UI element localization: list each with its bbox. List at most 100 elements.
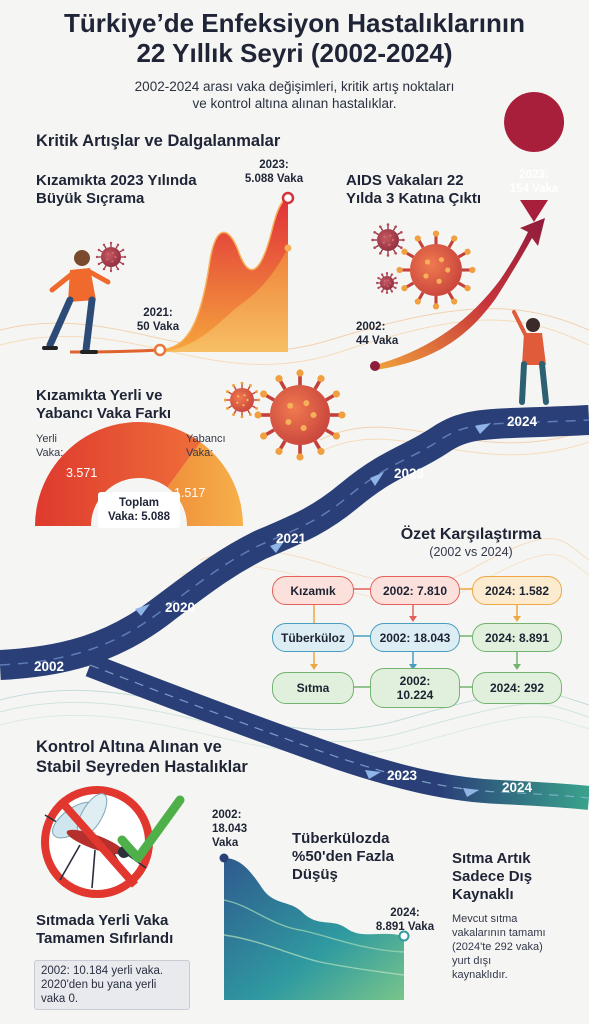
title-line-2: 22 Yıllık Seyri (2002-2024): [136, 38, 453, 68]
measles-peak-value: 5.088 Vaka: [244, 173, 304, 185]
aids-end-value: 154 Vaka: [509, 183, 559, 195]
domestic-value: 3.571: [66, 466, 98, 480]
domestic-label-line-1: Yerli: [36, 433, 57, 445]
foreign-source-body-line-4: yurt dışı: [452, 955, 492, 967]
tb-title-line-1: Tüberkülozda: [292, 830, 390, 847]
subtitle-line-2: ve kontrol altına alınan hastalıklar.: [192, 96, 397, 111]
foreign-source-body-line-1: Mevcut sıtma: [452, 913, 518, 925]
tb-area-chart: [219, 853, 410, 1000]
tb-start-value: 18.043: [212, 823, 248, 835]
measles-start-label: 2021: 50 Vaka: [130, 306, 186, 334]
virus-icon: [376, 272, 398, 294]
foreign-value: 1.517: [174, 486, 206, 500]
tb-end-label: 2024: 8.891 Vaka: [370, 906, 440, 934]
foreign-source-body-line-3: (2024'te 292 vaka): [452, 941, 543, 953]
comparison-subtitle: (2002 vs 2024): [429, 545, 513, 559]
comparison-malaria-2024: 2024: 292: [472, 672, 562, 704]
malaria-note-line-1: 2002: 10.184 yerli vaka.: [41, 965, 164, 977]
measles-peak-year: 2023:: [259, 159, 289, 171]
malaria-note: 2002: 10.184 yerli vaka. 2020'den bu yan…: [34, 960, 190, 1010]
origin-total: Toplam Vaka: 5.088: [98, 496, 180, 524]
aids-title-line-1: AIDS Vakaları 22: [346, 172, 464, 189]
comparison-malaria-2002-year: 2002:: [399, 674, 431, 688]
aids-title: AIDS Vakaları 22 Yılda 3 Katına Çıktı: [346, 172, 481, 208]
aids-arrow-chart: [370, 92, 565, 371]
comparison-tb-2002: 2002: 18.043: [370, 623, 460, 652]
comparison-disease-tb: Tüberküloz: [272, 623, 354, 652]
timeline-year-2002: 2002: [34, 659, 65, 674]
comparison-disease-measles: Kızamık: [272, 576, 354, 605]
comparison-tb-2024: 2024: 8.891: [472, 623, 562, 652]
measles-peak-label: 2023: 5.088 Vaka: [236, 158, 312, 186]
virus-icon: [371, 223, 405, 257]
foreign-source-body: Mevcut sıtma vakalarının tamamı (2024'te…: [452, 912, 546, 982]
foreign-label-line-2: Vaka:: [186, 447, 214, 459]
tb-end-year: 2024:: [390, 907, 420, 919]
malaria-title-line-2: Tamamen Sıfırlandı: [36, 930, 174, 947]
origin-gauge: [35, 422, 243, 528]
timeline-year-2024: 2024: [507, 414, 538, 429]
person-measles: [42, 250, 111, 354]
timeline-year-2023: 2023: [394, 466, 425, 481]
aids-title-line-2: Yılda 3 Katına Çıktı: [346, 190, 482, 207]
controlled-title-line-1: Kontrol Altına Alınan ve: [36, 738, 222, 756]
tb-start-label: 2002: 18.043 Vaka: [212, 808, 247, 850]
origin-title-line-1: Kızamıkta Yerli ve: [36, 387, 163, 404]
comparison-malaria-2002: 2002: 10.224: [370, 668, 460, 708]
foreign-label-line-1: Yabancı: [186, 433, 226, 445]
aids-start-label: 2002: 44 Vaka: [356, 320, 398, 348]
origin-total-line-2: Vaka: 5.088: [107, 511, 171, 523]
comparison-title: Özet Karşılaştırma: [400, 526, 542, 543]
tb-start-year: 2002:: [212, 809, 242, 821]
measles-title-line-2: Büyük Sıçrama: [36, 190, 145, 207]
comparison-measles-2024: 2024: 1.582: [472, 576, 562, 605]
person-aids: [512, 310, 549, 405]
timeline-year-2020: 2020: [165, 600, 196, 615]
tb-start-unit: Vaka: [212, 837, 239, 849]
measles-start-year: 2021:: [143, 307, 173, 319]
aids-end-label: 2023: 154 Vaka: [504, 168, 564, 196]
measles-area-chart: [69, 191, 295, 357]
measles-title: Kızamıkta 2023 Yılında Büyük Sıçrama: [36, 172, 197, 208]
timeline-year-2021: 2021: [276, 531, 307, 546]
origin-title: Kızamıkta Yerli ve Yabancı Vaka Farkı: [36, 387, 171, 423]
aids-start-value: 44 Vaka: [356, 335, 399, 347]
measles-start-value: 50 Vaka: [136, 321, 180, 333]
malaria-title-line-1: Sıtmada Yerli Vaka: [36, 912, 169, 929]
origin-total-line-1: Toplam: [118, 497, 160, 509]
malaria-note-line-3: vaka 0.: [41, 993, 79, 1005]
comparison-measles-2002: 2002: 7.810: [370, 576, 460, 605]
malaria-title: Sıtmada Yerli Vaka Tamamen Sıfırlandı: [36, 912, 173, 948]
section-controlled-title: Kontrol Altına Alınan ve Stabil Seyreden…: [36, 737, 248, 777]
malaria-note-line-2: 2020'den bu yana yerli: [41, 979, 157, 991]
comparison-malaria-2002-value: 10.224: [396, 688, 434, 702]
foreign-source-title-line-3: Kaynaklı: [452, 886, 514, 903]
foreign-source-body-line-5: kaynaklıdır.: [452, 969, 508, 981]
domestic-label-line-2: Vaka:: [36, 447, 64, 459]
foreign-source-title: Sıtma Artık Sadece Dış Kaynaklı: [452, 850, 532, 904]
section-critical-title: Kritik Artışlar ve Dalgalanmalar: [36, 132, 281, 150]
tb-end-value: 8.891 Vaka: [375, 921, 435, 933]
measles-title-line-1: Kızamıkta 2023 Yılında: [36, 172, 197, 189]
foreign-label: Yabancı Vaka:: [186, 432, 226, 460]
foreign-source-body-line-2: vakalarının tamamı: [452, 927, 546, 939]
tb-title: Tüberkülozda %50'den Fazla Düşüş: [292, 830, 394, 884]
aids-start-year: 2002:: [356, 321, 386, 333]
title-line-1: Türkiye’de Enfeksiyon Hastalıklarının: [64, 8, 525, 38]
tb-title-line-3: Düşüş: [292, 866, 338, 883]
virus-icon: [95, 241, 127, 273]
tb-title-line-2: %50'den Fazla: [292, 848, 394, 865]
page-title: Türkiye’de Enfeksiyon Hastalıklarının 22…: [0, 8, 589, 68]
lower-year-2023: 2023: [387, 768, 418, 783]
mosquito-no-sign: [41, 786, 185, 898]
aids-end-year: 2023:: [519, 169, 549, 181]
domestic-label: Yerli Vaka:: [36, 432, 63, 460]
origin-title-line-2: Yabancı Vaka Farkı: [36, 405, 172, 422]
foreign-source-title-line-1: Sıtma Artık: [452, 850, 531, 867]
lower-year-2024: 2024: [502, 780, 533, 795]
page-subtitle: 2002-2024 arası vaka değişimleri, kritik…: [0, 78, 589, 112]
foreign-source-title-line-2: Sadece Dış: [452, 868, 533, 885]
virus-icon: [396, 230, 476, 310]
